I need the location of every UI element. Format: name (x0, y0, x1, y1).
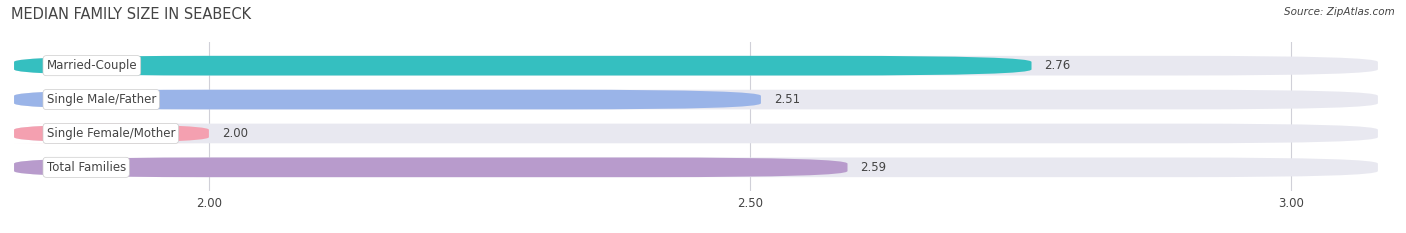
Text: 2.59: 2.59 (860, 161, 887, 174)
FancyBboxPatch shape (14, 56, 1378, 75)
Text: 2.00: 2.00 (222, 127, 247, 140)
Text: Single Male/Father: Single Male/Father (46, 93, 156, 106)
Text: 2.76: 2.76 (1045, 59, 1071, 72)
FancyBboxPatch shape (14, 90, 761, 109)
FancyBboxPatch shape (14, 124, 1378, 143)
FancyBboxPatch shape (14, 56, 1032, 75)
Text: Total Families: Total Families (46, 161, 125, 174)
FancyBboxPatch shape (14, 90, 1378, 109)
FancyBboxPatch shape (14, 124, 209, 143)
Text: Married-Couple: Married-Couple (46, 59, 138, 72)
FancyBboxPatch shape (14, 158, 848, 177)
Text: 2.51: 2.51 (773, 93, 800, 106)
Text: MEDIAN FAMILY SIZE IN SEABECK: MEDIAN FAMILY SIZE IN SEABECK (11, 7, 252, 22)
Text: Single Female/Mother: Single Female/Mother (46, 127, 174, 140)
Text: Source: ZipAtlas.com: Source: ZipAtlas.com (1284, 7, 1395, 17)
FancyBboxPatch shape (14, 158, 1378, 177)
